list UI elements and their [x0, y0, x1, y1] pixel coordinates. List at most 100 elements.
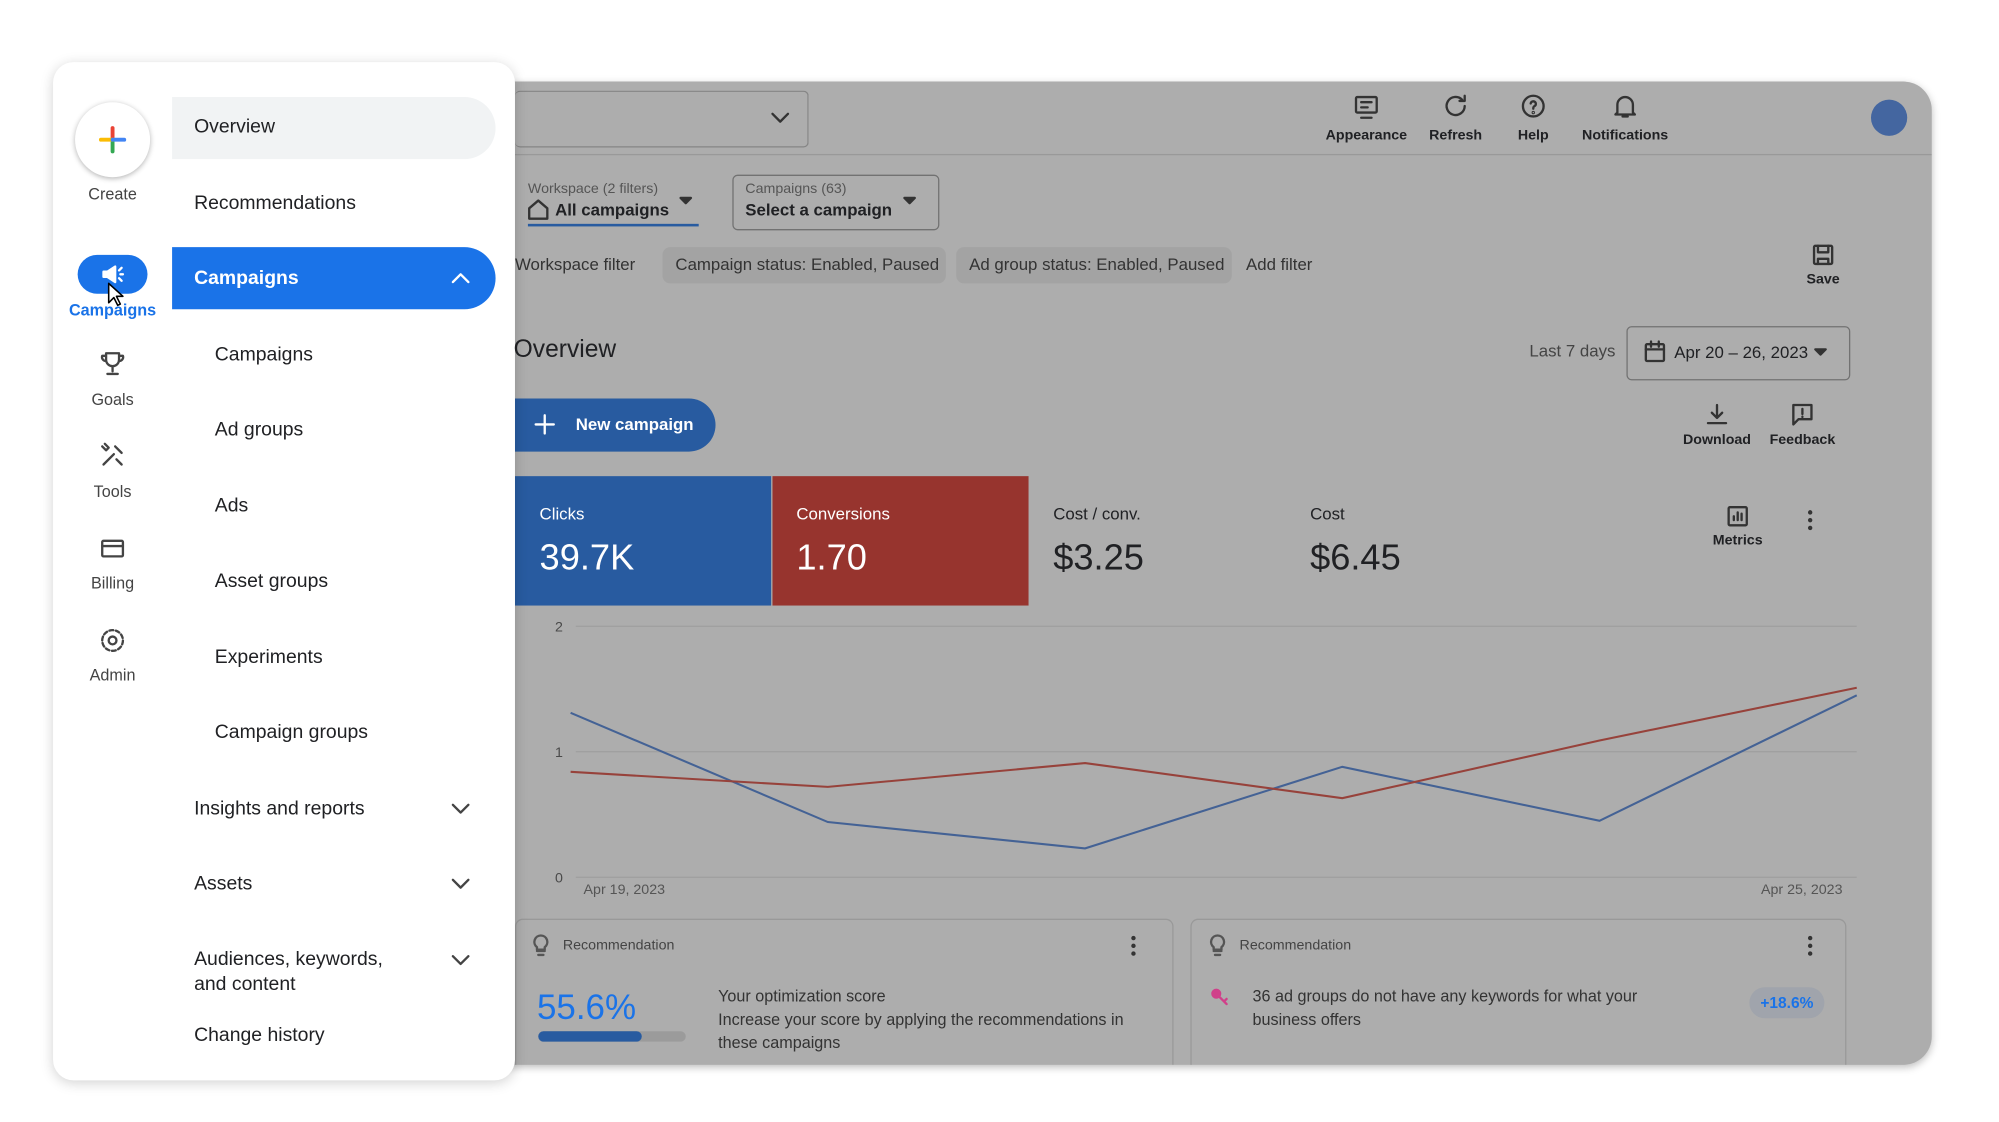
submenu-item[interactable]: Campaign groups: [214, 721, 368, 744]
overview-title: Overview: [513, 336, 617, 364]
home-icon: [528, 199, 549, 220]
menu-section[interactable]: Insights and reports: [194, 797, 365, 820]
account-dropdown[interactable]: [514, 90, 809, 148]
dropdown-chevron[interactable]: [765, 102, 796, 133]
toolbar-label[interactable]: Appearance: [1325, 128, 1408, 144]
caret[interactable]: [670, 185, 701, 216]
calendar-icon[interactable]: [1639, 336, 1670, 367]
menu-item[interactable]: Recommendations: [194, 192, 356, 215]
campaign-select[interactable]: [732, 174, 940, 231]
rail-label[interactable]: Goals: [91, 390, 134, 409]
campaigns-icon[interactable]: [97, 259, 128, 290]
billing-icon[interactable]: [97, 533, 128, 564]
caret[interactable]: [894, 185, 925, 216]
menu-section[interactable]: Audiences, keywords, and content: [194, 948, 383, 996]
filter-chip[interactable]: [956, 247, 1232, 284]
chevron[interactable]: [445, 868, 476, 899]
plus-icon[interactable]: [529, 409, 560, 440]
rail-label[interactable]: Create: [88, 185, 137, 204]
kebab[interactable]: [1795, 505, 1826, 536]
uplift-chip: [1749, 987, 1825, 1019]
scope-value[interactable]: Select a campaign: [745, 199, 893, 220]
new-campaign-label[interactable]: New campaign: [575, 414, 694, 435]
filter-chip[interactable]: [662, 247, 946, 284]
metric-value: 39.7K: [539, 536, 635, 578]
menu-section[interactable]: Campaigns: [194, 267, 299, 290]
submenu-item[interactable]: Ad groups: [214, 418, 304, 441]
filter[interactable]: Workspace filter: [514, 254, 636, 274]
metric-label[interactable]: Conversions: [796, 503, 890, 524]
dim-overlay: [478, 81, 1932, 1065]
metric-label[interactable]: Cost: [1310, 503, 1345, 524]
kebab[interactable]: [1795, 930, 1826, 961]
metric-tile[interactable]: [1285, 476, 1542, 606]
filter[interactable]: Campaign status: Enabled, Paused: [675, 254, 940, 274]
rec-text: 36 ad groups do not have any keywords fo…: [1252, 987, 1638, 1029]
feedback-icon[interactable]: [1787, 399, 1818, 430]
kebab[interactable]: [1118, 930, 1149, 961]
metric-tile[interactable]: [514, 476, 772, 606]
rec-title: Your optimization score: [718, 987, 886, 1006]
submenu-item[interactable]: Experiments: [214, 646, 323, 669]
metric-value: 1.70: [796, 536, 867, 578]
filter[interactable]: Add filter: [1246, 254, 1313, 274]
metric-label[interactable]: Cost / conv.: [1053, 503, 1141, 524]
menu-highlight[interactable]: [172, 97, 496, 160]
scope-value[interactable]: All campaigns: [555, 199, 670, 220]
caret[interactable]: [1805, 336, 1836, 367]
bulb-icon: [1209, 934, 1226, 957]
toolbar-label[interactable]: Notifications: [1582, 128, 1669, 144]
x-label: Apr 25, 2023: [1760, 882, 1843, 898]
refresh-icon[interactable]: [1440, 91, 1471, 122]
download-icon[interactable]: [1701, 399, 1732, 430]
rail-label[interactable]: Tools: [93, 482, 132, 501]
goals-icon[interactable]: [97, 348, 128, 379]
create-plus[interactable]: [97, 124, 128, 155]
chevron[interactable]: [445, 945, 476, 976]
metrics-label[interactable]: Metrics: [1712, 533, 1763, 549]
metric-tile[interactable]: [771, 476, 1029, 606]
chevron[interactable]: [445, 263, 476, 294]
bulb-icon: [533, 934, 549, 957]
progress-fill: [538, 1031, 642, 1042]
save-icon[interactable]: [1808, 239, 1839, 270]
tools-icon[interactable]: [97, 440, 128, 471]
workspace-underline: [527, 223, 699, 227]
submenu-item[interactable]: Campaigns: [214, 343, 313, 366]
filter[interactable]: Ad group status: Enabled, Paused: [969, 254, 1225, 274]
uplift: +18.6%: [1760, 993, 1814, 1012]
bell-icon[interactable]: [1610, 91, 1641, 122]
scope-label: Campaigns (63): [745, 181, 847, 197]
download-label[interactable]: Download: [1683, 432, 1752, 448]
menu-section[interactable]: Assets: [194, 872, 253, 895]
menu-active[interactable]: [172, 247, 496, 310]
metric-label[interactable]: Clicks: [539, 503, 585, 524]
submenu-item[interactable]: Ads: [214, 494, 249, 517]
header-rule: [478, 153, 1932, 156]
rail-label[interactable]: Campaigns: [68, 301, 157, 320]
toolbar-label[interactable]: Refresh: [1429, 128, 1483, 144]
rail-label[interactable]: Billing: [90, 574, 135, 593]
submenu-item[interactable]: Asset groups: [214, 569, 329, 592]
cursor: [107, 282, 124, 307]
rec-text: Increase your score by applying the reco…: [718, 1010, 1124, 1052]
metric-value: $6.45: [1310, 536, 1401, 578]
save-label[interactable]: Save: [1806, 271, 1840, 288]
chevron[interactable]: [445, 793, 476, 824]
rail-label[interactable]: Admin: [89, 666, 136, 685]
metrics-icon[interactable]: [1722, 501, 1753, 532]
feedback-label[interactable]: Feedback: [1769, 432, 1836, 448]
admin-icon[interactable]: [97, 625, 128, 656]
date-range[interactable]: Apr 20 – 26, 2023: [1674, 342, 1809, 362]
scope-label: Workspace (2 filters): [527, 181, 659, 197]
menu-item[interactable]: Change history: [194, 1024, 325, 1047]
appearance-icon[interactable]: [1351, 91, 1382, 122]
menu-item[interactable]: Overview: [194, 115, 275, 138]
toolbar-label[interactable]: Help: [1517, 128, 1549, 144]
metric-tile[interactable]: [1028, 476, 1285, 606]
date-picker[interactable]: [1626, 326, 1851, 381]
avatar[interactable]: [1870, 99, 1908, 136]
help-icon[interactable]: [1518, 91, 1549, 122]
